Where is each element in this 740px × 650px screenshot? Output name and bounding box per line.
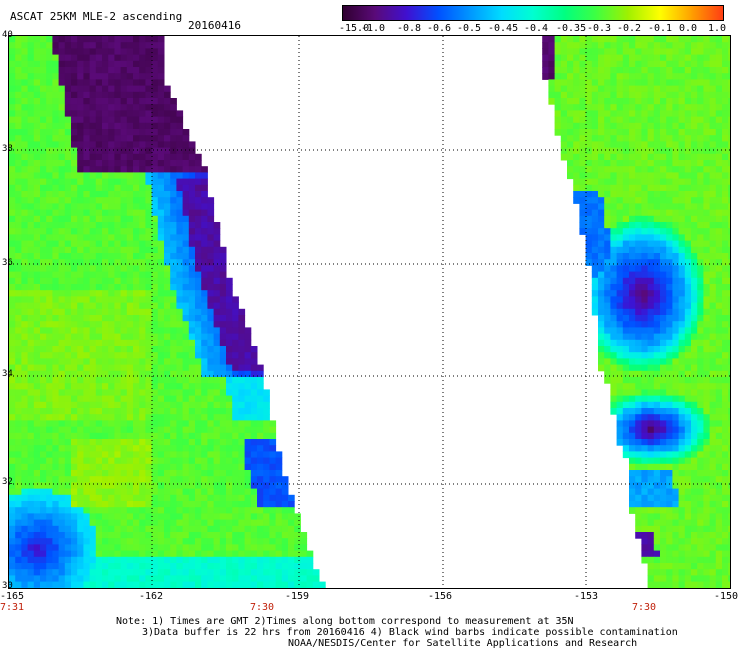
colorbar-segment (343, 6, 376, 20)
lat-label-34: 34 (2, 369, 13, 379)
colorbar-tick-label: -0.45 (488, 23, 519, 34)
colorbar-tick-label: -0.6 (427, 23, 452, 34)
colorbar-tick-label: 1.0 (708, 23, 727, 34)
time-label-left: 7:31 (0, 602, 25, 613)
lat-label-32: 32 (2, 477, 13, 487)
lat-label-40: 40 (2, 30, 13, 40)
lat-label-30: 30 (2, 581, 13, 591)
map-date: 20160416 (188, 19, 241, 32)
colorbar-segment (659, 6, 692, 20)
colorbar-tick-label: 0.0 (679, 23, 698, 34)
colorbar (342, 5, 724, 21)
colorbar-tick-label: -1.0 (361, 23, 386, 34)
colorbar-segment (533, 6, 566, 20)
colorbar-segment (564, 6, 597, 20)
colorbar-segment (469, 6, 502, 20)
colorbar-tick-label: -0.8 (397, 23, 422, 34)
colorbar-segment (596, 6, 629, 20)
lat-label-38: 38 (2, 144, 13, 154)
colorbar-tick-label: -0.3 (587, 23, 612, 34)
wind-data-swath (9, 36, 730, 588)
note-line-3: NOAA/NESDIS/Center for Satellite Applica… (288, 638, 638, 649)
colorbar-tick-label: -15.0 (339, 23, 370, 34)
map-plot (8, 35, 731, 589)
lon-label-165: -165 (0, 591, 25, 602)
note-line-1: Note: 1) Times are GMT 2)Times along bot… (116, 616, 574, 627)
lat-label-36: 36 (2, 258, 13, 268)
colorbar-segment (691, 6, 723, 20)
colorbar-tick-label: -0.35 (556, 23, 587, 34)
note-line-2: 3)Data buffer is 22 hrs from 20160416 4)… (142, 627, 678, 638)
colorbar-tick-label: -0.5 (457, 23, 482, 34)
colorbar-segment (628, 6, 661, 20)
lon-label-153: -153 (574, 591, 599, 602)
lon-label-156: -156 (428, 591, 453, 602)
colorbar-segment (438, 6, 471, 20)
lon-label-159: -159 (285, 591, 310, 602)
colorbar-tick-label: -0.1 (648, 23, 673, 34)
lon-label-162: -162 (139, 591, 164, 602)
time-label-right: 7:30 (632, 602, 657, 613)
colorbar-segment (374, 6, 407, 20)
time-label-mid: 7:30 (250, 602, 275, 613)
lon-label-150: -150 (714, 591, 739, 602)
colorbar-segment (501, 6, 534, 20)
colorbar-swatches (343, 6, 723, 20)
colorbar-segment (406, 6, 439, 20)
map-title: ASCAT 25KM MLE-2 ascending (10, 10, 183, 23)
colorbar-tick-label: -0.4 (524, 23, 549, 34)
colorbar-tick-label: -0.2 (617, 23, 642, 34)
